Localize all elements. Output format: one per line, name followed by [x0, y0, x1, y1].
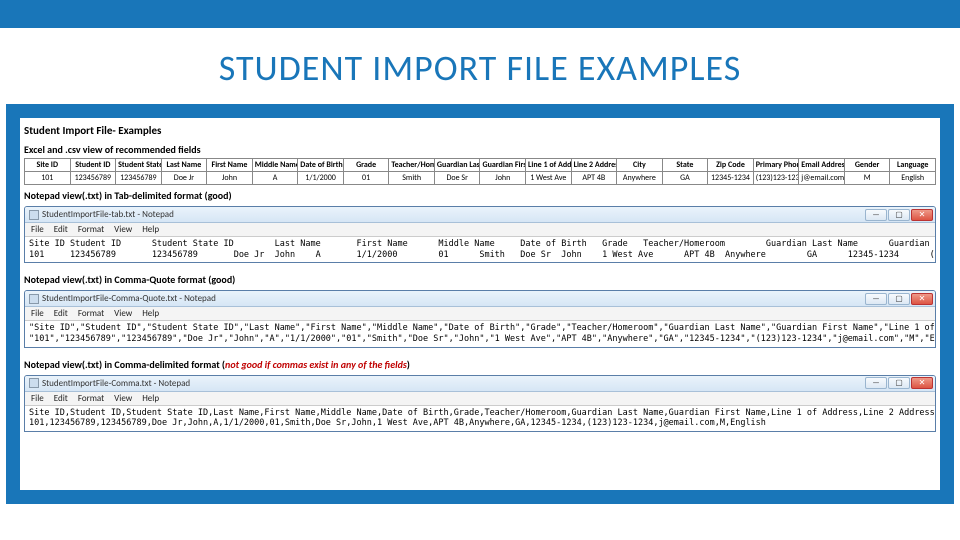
- table-header: Line 1 of Address: [526, 159, 572, 172]
- notepad-body: Site ID Student ID Student State ID Last…: [25, 237, 935, 262]
- notepad-title: StudentImportFile-Comma-Quote.txt - Note…: [42, 293, 216, 304]
- menu-file[interactable]: File: [31, 393, 44, 404]
- maximize-button[interactable]: ▢: [888, 209, 910, 221]
- table-header: City: [617, 159, 663, 172]
- section-heading: Student Import File- Examples: [20, 118, 940, 139]
- table-header: First Name: [207, 159, 253, 172]
- table-cell: (123)123-1234: [753, 172, 799, 185]
- maximize-button[interactable]: ▢: [888, 293, 910, 305]
- table-header: Gender: [844, 159, 890, 172]
- notepad-body: Site ID,Student ID,Student State ID,Last…: [25, 406, 935, 431]
- table-cell: 123456789: [70, 172, 116, 185]
- table-cell: Doe Jr: [161, 172, 207, 185]
- table-cell: John: [480, 172, 526, 185]
- warning-text: not good if commas exist in any of the f…: [225, 358, 407, 371]
- table-cell: 12345-1234: [708, 172, 754, 185]
- notepad-icon: [29, 294, 39, 304]
- menu-edit[interactable]: Edit: [54, 308, 68, 319]
- tab-caption: Notepad view(.txt) in Tab-delimited form…: [20, 185, 940, 204]
- minimize-button[interactable]: —: [865, 293, 887, 305]
- table-header: Email Address: [799, 159, 845, 172]
- minimize-button[interactable]: —: [865, 209, 887, 221]
- table-header: Zip Code: [708, 159, 754, 172]
- table-header: Student State ID: [116, 159, 162, 172]
- menu-format[interactable]: Format: [78, 393, 104, 404]
- table-cell: A: [252, 172, 298, 185]
- close-button[interactable]: ✕: [911, 293, 933, 305]
- menu-view[interactable]: View: [114, 393, 132, 404]
- table-header: State: [662, 159, 708, 172]
- table-cell: Anywhere: [617, 172, 663, 185]
- notepad-titlebar: StudentImportFile-Comma-Quote.txt - Note…: [25, 291, 935, 307]
- minimize-button[interactable]: —: [865, 377, 887, 389]
- menu-help[interactable]: Help: [142, 224, 159, 235]
- menu-file[interactable]: File: [31, 224, 44, 235]
- notepad-menubar: File Edit Format View Help: [25, 392, 935, 406]
- table-cell: 01: [343, 172, 389, 185]
- excel-caption: Excel and .csv view of recommended field…: [20, 139, 940, 158]
- menu-view[interactable]: View: [114, 308, 132, 319]
- commaquote-caption: Notepad view(.txt) in Comma-Quote format…: [20, 269, 940, 288]
- table-header: Guardian Last Name: [434, 159, 480, 172]
- menu-format[interactable]: Format: [78, 224, 104, 235]
- table-cell: Smith: [389, 172, 435, 185]
- table-cell: 101: [25, 172, 71, 185]
- menu-file[interactable]: File: [31, 308, 44, 319]
- table-header: Date of Birth: [298, 159, 344, 172]
- notepad-titlebar: StudentImportFile-Comma.txt - Notepad — …: [25, 376, 935, 392]
- menu-help[interactable]: Help: [142, 308, 159, 319]
- menu-edit[interactable]: Edit: [54, 224, 68, 235]
- menu-format[interactable]: Format: [78, 308, 104, 319]
- menu-edit[interactable]: Edit: [54, 393, 68, 404]
- content-frame: Student Import File- Examples Excel and …: [6, 104, 954, 504]
- menu-help[interactable]: Help: [142, 393, 159, 404]
- notepad-menubar: File Edit Format View Help: [25, 223, 935, 237]
- slide-top-bar: [0, 0, 960, 28]
- table-header: Middle Name: [252, 159, 298, 172]
- table-header: Grade: [343, 159, 389, 172]
- table-header: Primary Phone: [753, 159, 799, 172]
- notepad-title: StudentImportFile-tab.txt - Notepad: [42, 209, 174, 220]
- table-cell: APT 4B: [571, 172, 617, 185]
- table-header: Last Name: [161, 159, 207, 172]
- notepad-menubar: File Edit Format View Help: [25, 307, 935, 321]
- table-header: Site ID: [25, 159, 71, 172]
- table-header: Teacher/Homeroom: [389, 159, 435, 172]
- table-cell: Doe Sr: [434, 172, 480, 185]
- table-cell: 123456789: [116, 172, 162, 185]
- notepad-titlebar: StudentImportFile-tab.txt - Notepad — ▢ …: [25, 207, 935, 223]
- table-cell: 1/1/2000: [298, 172, 344, 185]
- notepad-icon: [29, 210, 39, 220]
- table-header: Guardian First Name: [480, 159, 526, 172]
- close-button[interactable]: ✕: [911, 209, 933, 221]
- comma-caption: Notepad view(.txt) in Comma-delimited fo…: [20, 354, 940, 373]
- notepad-comma: StudentImportFile-Comma.txt - Notepad — …: [24, 375, 936, 432]
- table-cell: 1 West Ave: [526, 172, 572, 185]
- notepad-commaquote: StudentImportFile-Comma-Quote.txt - Note…: [24, 290, 936, 347]
- notepad-title: StudentImportFile-Comma.txt - Notepad: [42, 378, 190, 389]
- notepad-body: "Site ID","Student ID","Student State ID…: [25, 321, 935, 346]
- table-cell: English: [890, 172, 936, 185]
- slide-title: STUDENT IMPORT FILE EXAMPLES: [0, 28, 960, 96]
- table-header: Line 2 Address (Apt): [571, 159, 617, 172]
- notepad-tab: StudentImportFile-tab.txt - Notepad — ▢ …: [24, 206, 936, 263]
- excel-table: Site IDStudent IDStudent State IDLast Na…: [20, 158, 940, 185]
- table-header: Language: [890, 159, 936, 172]
- maximize-button[interactable]: ▢: [888, 377, 910, 389]
- close-button[interactable]: ✕: [911, 377, 933, 389]
- table-cell: GA: [662, 172, 708, 185]
- table-cell: j@email.com: [799, 172, 845, 185]
- menu-view[interactable]: View: [114, 224, 132, 235]
- table-cell: John: [207, 172, 253, 185]
- notepad-icon: [29, 378, 39, 388]
- table-cell: M: [844, 172, 890, 185]
- table-header: Student ID: [70, 159, 116, 172]
